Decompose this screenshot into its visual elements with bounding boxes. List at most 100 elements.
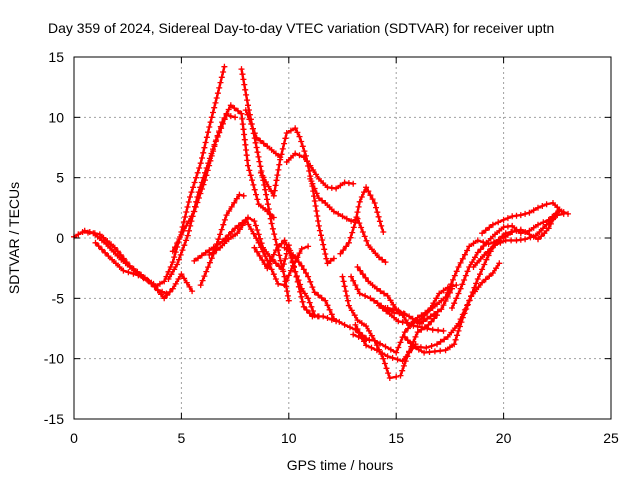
data-point-marker [281,273,288,280]
data-point-marker [386,311,393,317]
data-point-marker [213,95,220,101]
data-point-marker [462,272,469,279]
data-point-marker [459,281,466,288]
data-point-marker [265,183,272,190]
data-point-marker [455,320,462,327]
data-point-marker [231,105,238,112]
data-point-marker [404,353,411,360]
data-point-marker [314,213,321,219]
data-point-marker [341,321,348,328]
data-point-marker [301,290,308,297]
data-point-marker [417,344,424,351]
data-point-marker [327,257,334,264]
data-point-marker [284,292,291,299]
data-point-marker [205,129,212,136]
data-point-marker [293,273,300,279]
data-point-marker [530,233,537,240]
data-point-marker [259,257,266,263]
data-point-marker [206,259,213,266]
data-point-marker [240,76,247,83]
data-point-marker [459,311,466,318]
data-point-marker [358,194,365,200]
data-point-marker [326,306,333,313]
data-point-marker [461,277,468,283]
data-point-marker [125,269,132,276]
data-point-marker [198,252,205,259]
data-point-marker [270,192,277,199]
data-point-marker [421,349,428,356]
data-point-marker [371,297,377,304]
data-point-marker [401,333,408,340]
data-point-marker [316,227,323,234]
data-point-marker [434,312,440,319]
data-point-marker [451,300,458,307]
data-point-marker [461,306,468,313]
data-point-marker [541,230,548,237]
data-point-marker [216,129,223,136]
data-point-marker [309,180,316,187]
data-point-marker [483,256,490,263]
data-point-marker [384,305,391,311]
data-point-marker [412,333,419,340]
x-tick-label: 25 [603,430,619,446]
data-point-marker [488,245,495,252]
data-point-marker [225,236,232,243]
data-point-marker [312,203,319,209]
series-arc-31 [500,207,563,243]
data-point-marker [239,115,246,122]
data-point-marker [278,240,285,247]
data-point-marker [208,114,215,121]
data-point-marker [366,327,372,334]
data-point-marker [186,283,193,290]
data-point-marker [280,261,287,268]
data-point-marker [183,222,190,229]
data-point-marker [175,256,182,263]
data-point-marker [275,280,282,287]
data-point-marker [202,249,209,256]
data-point-marker [263,191,270,198]
data-point-marker [311,312,318,319]
data-point-marker [288,252,295,259]
data-point-marker [176,236,183,242]
data-point-marker [480,243,487,249]
data-point-marker [453,295,460,302]
data-point-marker [310,167,317,173]
data-point-marker [493,265,500,272]
data-point-marker [431,348,438,355]
data-point-marker [479,266,486,273]
data-point-marker [203,268,210,275]
data-point-marker [263,248,270,255]
data-point-marker [420,318,427,325]
data-point-marker [192,204,199,210]
data-point-marker [255,231,262,238]
data-point-marker [258,240,265,247]
data-point-marker [185,199,192,205]
data-point-marker [323,255,330,262]
data-point-marker [406,348,413,355]
data-point-marker [281,282,288,289]
data-point-marker [75,231,82,238]
data-point-marker [172,280,179,287]
data-point-marker [348,273,355,280]
data-point-marker [423,344,430,351]
data-point-marker [474,259,481,266]
data-point-marker [356,220,363,227]
data-point-marker [178,271,185,278]
data-point-marker [307,278,314,285]
data-point-marker [320,180,327,187]
data-point-marker [252,139,259,146]
data-point-marker [362,274,369,281]
data-point-marker [394,356,401,363]
data-point-marker [418,326,425,333]
data-point-marker [347,324,353,331]
data-point-marker [406,313,413,320]
data-point-marker [309,284,316,291]
data-point-marker [227,113,234,120]
data-point-marker [297,281,304,288]
data-point-marker [253,191,259,198]
data-point-marker [206,162,213,169]
data-point-marker [242,141,249,148]
data-point-marker [293,255,299,262]
data-point-marker [304,158,311,165]
